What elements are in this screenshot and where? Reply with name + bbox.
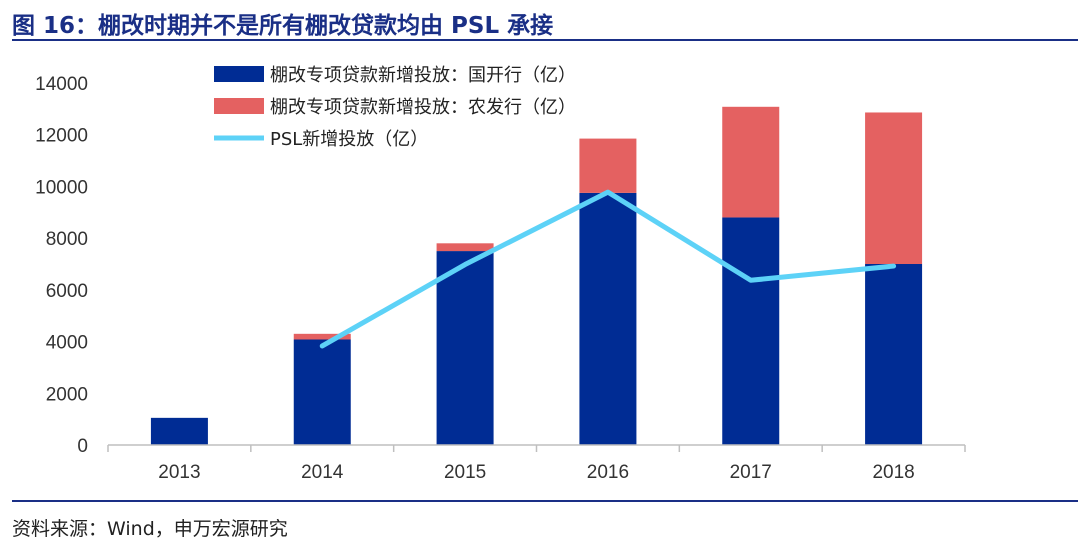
y-tick-label: 4000	[46, 333, 88, 354]
y-tick-label: 10000	[35, 177, 88, 198]
bar-cdb-2014	[293, 339, 351, 445]
bar-adbc-2017	[722, 106, 780, 218]
bar-adbc-2016	[579, 138, 637, 193]
y-tick-label: 6000	[46, 281, 88, 302]
source-note: 资料来源：Wind，申万宏源研究	[12, 518, 288, 540]
figure-title: 图 16：棚改时期并不是所有棚改贷款均由 PSL 承接	[12, 13, 554, 39]
x-tick-label: 2017	[730, 462, 772, 483]
footer-rule	[12, 500, 1078, 502]
legend-swatch	[214, 98, 264, 114]
bar-cdb-2018	[865, 264, 923, 445]
legend-label: 棚改专项贷款新增投放：农发行（亿）	[270, 97, 576, 118]
x-axis	[107, 444, 966, 452]
bar-cdb-2015	[436, 251, 494, 445]
psl-line-series	[319, 189, 897, 349]
x-tick-labels: 2013 2014 2015 2016 2017 2018	[158, 462, 914, 483]
y-axis: 0 2000 4000 6000 8000 10000 12000 14000	[35, 74, 88, 457]
legend-swatch	[214, 66, 264, 82]
y-tick-label: 8000	[46, 229, 88, 250]
y-tick-label: 0	[77, 436, 88, 457]
y-tick-label: 12000	[35, 126, 88, 147]
bar-adbc-2018	[865, 112, 923, 264]
x-tick-label: 2013	[158, 462, 200, 483]
x-tick-label: 2014	[301, 462, 344, 483]
legend: 棚改专项贷款新增投放：国开行（亿） 棚改专项贷款新增投放：农发行（亿） PSL新增投…	[214, 65, 576, 150]
bar-cdb-2016	[579, 192, 637, 445]
psl-line	[319, 189, 897, 349]
bar-adbc-2014	[293, 333, 351, 340]
title-rule	[12, 39, 1078, 41]
y-tick-label: 2000	[46, 384, 88, 405]
y-tick-label: 14000	[35, 74, 88, 95]
bar-cdb-2013	[150, 417, 208, 445]
bar-adbc-2015	[436, 243, 494, 252]
x-tick-label: 2018	[872, 462, 914, 483]
bar-cdb-2017	[722, 217, 780, 445]
legend-label: PSL新增投放（亿）	[270, 129, 428, 150]
x-tick-label: 2016	[587, 462, 629, 483]
bar-series	[150, 106, 923, 445]
x-tick-label: 2015	[444, 462, 486, 483]
legend-label: 棚改专项贷款新增投放：国开行（亿）	[270, 65, 576, 86]
